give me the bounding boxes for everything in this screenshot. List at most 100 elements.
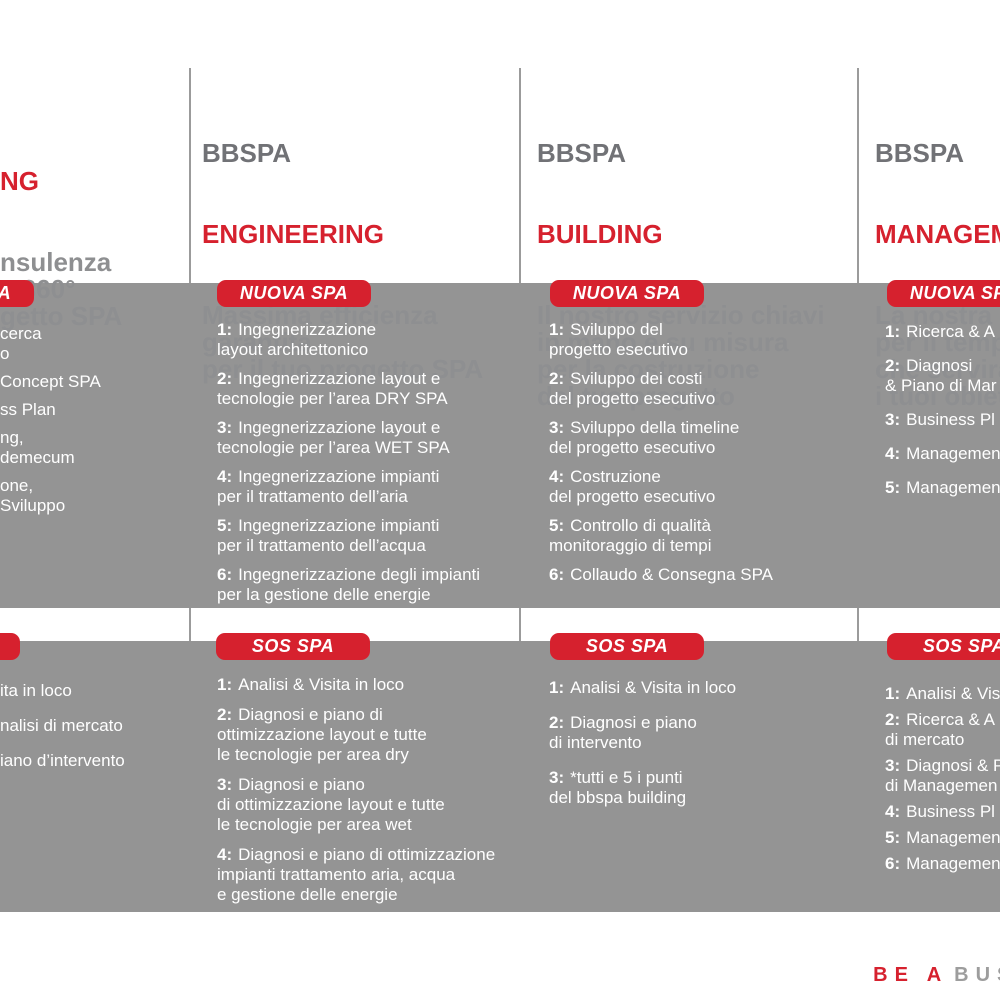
item-number: 4: [549,467,565,486]
item-text: Business Pl [906,410,995,429]
item-number: 1: [217,675,233,694]
list-item: 3: Business Pl [885,410,1000,430]
item-number: 5: [885,828,901,847]
list-item: 3: Diagnosi & P di Managemen [885,756,1000,796]
list-item: one, Sviluppo [0,476,101,516]
column-divider [857,608,859,641]
item-text: Sviluppo dei costi del progetto esecutiv… [549,369,716,408]
nuova-spa-badge: NUOVA SPA [217,280,371,307]
list-item: ng, demecum [0,428,101,468]
item-text: Sviluppo della timeline del progetto ese… [549,418,740,457]
item-text: iano d’intervento [0,751,125,770]
item-text: Managemen [906,854,1000,873]
list-item: 2: Diagnosi & Piano di Mar [885,356,1000,396]
list-item: 3: Diagnosi e piano di ottimizzazione lay… [217,775,495,835]
column-header-consulting: NG nsulenza a 360° getto SPA [0,114,122,357]
nuova-list-building: 1: Sviluppo del progetto esecutivo 2: Svilu… [549,320,773,594]
item-number: 1: [549,678,565,697]
item-number: 2: [885,356,901,375]
item-text: Ingegnerizzazione layout e tecnologie pe… [217,418,450,457]
list-item: 2: Ricerca & A di mercato [885,710,1000,750]
column-header-building: BBSPA BUILDING Il nostro servizio chiavi… [537,86,825,437]
item-number: 6: [549,565,565,584]
item-number: 3: [549,768,565,787]
item-number: 3: [885,756,901,775]
list-item: 5: Managemen [885,828,1000,848]
column-divider [189,68,191,283]
list-item: 4: Diagnosi e piano di ottimizzazione imp… [217,845,495,905]
list-item: 2: Diagnosi e piano di intervento [549,713,736,753]
item-number: 1: [217,320,233,339]
column-title: NG [0,166,39,196]
item-number: 3: [217,418,233,437]
sos-list-consulting: ita in loco nalisi di mercato iano d’inter… [0,681,125,786]
list-item: 1: Ricerca & A [885,322,1000,342]
column-divider [857,68,859,283]
item-number: 6: [885,854,901,873]
list-item: 6: Managemen [885,854,1000,874]
list-item: 5: Managemen [885,478,1000,498]
item-number: 2: [549,713,565,732]
item-number: 1: [885,684,901,703]
item-text: Analisi & Vis [906,684,1000,703]
item-text: Concept SPA [0,372,101,391]
badge-label: SOS SPA [585,636,669,656]
sos-spa-band [0,641,1000,912]
item-text: Ingegnerizzazione impianti per il tratta… [217,467,440,506]
slogan-gray-part: BUSI [954,964,1000,986]
item-text: Ricerca & A di mercato [885,710,995,749]
slogan: BE ABUSI [848,941,1000,987]
item-text: Controllo di qualità monitoraggio di tem… [549,516,712,555]
list-item: 3: Ingegnerizzazione layout e tecnologie … [217,418,480,458]
list-item: 3: *tutti e 5 i punti del bbspa building [549,768,736,808]
list-item: 1: Analisi & Visita in loco [217,675,495,695]
list-item: 4: Ingegnerizzazione impianti per il trat… [217,467,480,507]
item-text: cerca o [0,324,42,363]
item-text: ss Plan [0,400,56,419]
column-description: Il nostro servizio chiavi in mano e su m… [537,300,825,411]
sos-list-management: 1: Analisi & Vis 2: Ricerca & A di mercato 3… [885,684,1000,880]
item-number: 5: [549,516,565,535]
nuova-list-consulting: cerca o Concept SPA ss Plan ng, demecum one,… [0,324,101,524]
item-text: nalisi di mercato [0,716,123,735]
sos-list-engineering: 1: Analisi & Visita in loco 2: Diagnosi e p… [217,675,495,915]
item-number: 1: [885,322,901,341]
item-number: 3: [549,418,565,437]
badge-label: NUOVA SPA [0,283,11,304]
item-number: 6: [217,565,233,584]
item-number: 2: [217,705,233,724]
list-item: Concept SPA [0,372,101,392]
list-item: 4: Managemen [885,444,1000,464]
item-number: 4: [217,467,233,486]
item-text: Managemen [906,444,1000,463]
item-text: Ingegnerizzazione impianti per il tratta… [217,516,440,555]
item-text: Business Pl [906,802,995,821]
nuova-spa-band [0,283,1000,608]
list-item: 2: Ingegnerizzazione layout e tecnologie … [217,369,480,409]
list-item: 4: Costruzione del progetto esecutivo [549,467,773,507]
item-text: Managemen [906,828,1000,847]
list-item: 1: Ingegnerizzazione layout architettonic… [217,320,480,360]
item-number: 2: [885,710,901,729]
item-text: *tutti e 5 i punti del bbspa building [549,768,687,807]
list-item: 6: Collaudo & Consegna SPA [549,565,773,585]
sos-spa-badge: SOS SPA [216,633,370,660]
item-text: Analisi & Visita in loco [570,678,737,697]
sos-list-building: 1: Analisi & Visita in loco 2: Diagnosi e p… [549,678,736,823]
list-item: iano d’intervento [0,751,125,771]
list-item: 5: Ingegnerizzazione impianti per il trat… [217,516,480,556]
item-text: ng, demecum [0,428,75,467]
list-item: nalisi di mercato [0,716,125,736]
item-number: 4: [885,444,901,463]
list-item: 1: Analisi & Visita in loco [549,678,736,698]
item-text: ita in loco [0,681,72,700]
column-title: BUILDING [537,219,663,249]
item-text: Analisi & Visita in loco [238,675,405,694]
badge-label: SOS SPA [922,636,1000,656]
nuova-spa-badge: NUOVA SPA [550,280,704,307]
list-item: ita in loco [0,681,125,701]
list-item: 2: Diagnosi e piano di ottimizzazione lay… [217,705,495,765]
list-item: 2: Sviluppo dei costi del progetto esecut… [549,369,773,409]
column-title: ENGINEERING [202,219,385,249]
item-number: 1: [549,320,565,339]
